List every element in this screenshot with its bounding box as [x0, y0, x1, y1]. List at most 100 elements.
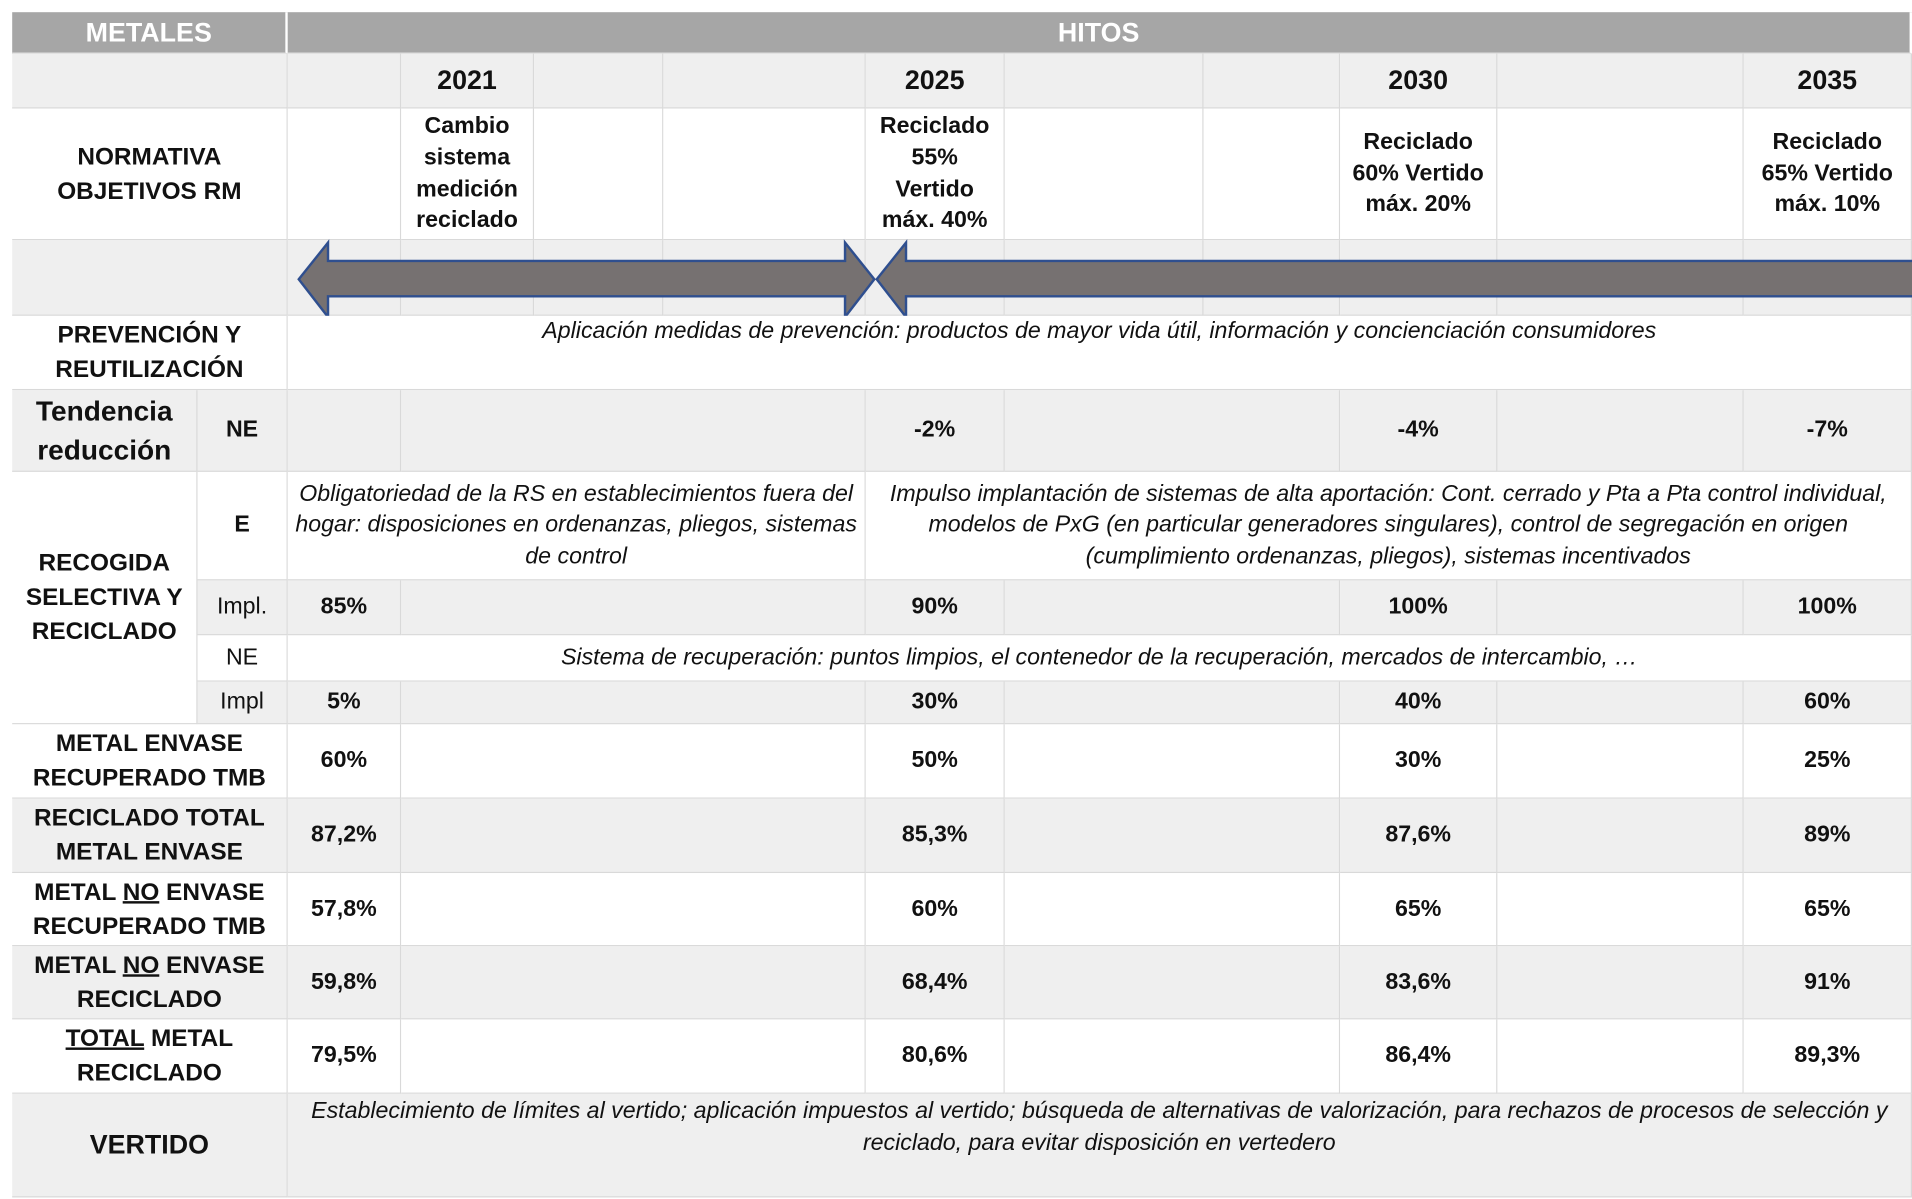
row-label: METAL NO ENVASE RECUPERADO TMB [12, 873, 288, 947]
year: 2025 [865, 53, 1005, 109]
cell [401, 946, 866, 1020]
cell [1004, 390, 1341, 472]
cell [1004, 580, 1341, 636]
value: 50% [865, 724, 1005, 799]
value: 100% [1743, 580, 1912, 636]
cell [1497, 946, 1744, 1020]
cell [401, 580, 866, 636]
cell [1203, 108, 1341, 241]
cell [1497, 390, 1744, 472]
year: 2030 [1340, 53, 1498, 109]
row-label: RECICLADO TOTAL METAL ENVASE [12, 798, 288, 874]
cell [1004, 873, 1341, 947]
header-cell: HITOS [287, 12, 1912, 54]
value: 65% [1743, 873, 1912, 947]
cell [287, 53, 402, 109]
row-label: Tendencia reducción [12, 390, 198, 472]
label-part: METAL [34, 951, 123, 979]
value: 59,8% [287, 946, 402, 1020]
cell [1497, 873, 1744, 947]
value: 85,3% [865, 798, 1005, 874]
cell [401, 681, 866, 725]
value: 5% [287, 681, 402, 725]
cell [287, 390, 402, 472]
milestone: Reciclado 60% Vertido máx. 20% [1340, 108, 1498, 241]
value: 30% [1340, 724, 1498, 799]
year: 2021 [401, 53, 535, 109]
milestone: Reciclado 55% Vertido máx. 40% [865, 108, 1005, 241]
cell [663, 108, 866, 241]
cell [287, 108, 402, 241]
cell [1203, 53, 1341, 109]
cell [1497, 53, 1744, 109]
cell [1004, 946, 1341, 1020]
value: 40% [1340, 681, 1498, 725]
value: 83,6% [1340, 946, 1498, 1020]
value: 65% [1340, 873, 1498, 947]
value: 86,4% [1340, 1019, 1498, 1094]
sub-label: Impl [197, 681, 288, 725]
cell [401, 1019, 866, 1094]
value: 68,4% [865, 946, 1005, 1020]
row-text: Obligatoriedad de la RS en establecimien… [287, 471, 866, 581]
value: 85% [287, 580, 402, 636]
row-label: RECOGIDA SELECTIVA Y RECICLADO [12, 471, 198, 725]
label-part: METAL [34, 878, 123, 906]
label-part: ENVASE RECICLADO [76, 951, 265, 1013]
label-part: NO [122, 878, 160, 906]
label-part: NO [122, 951, 160, 979]
label-part: METAL ENVASE RECUPERADO TMB [32, 730, 266, 792]
value: 60% [1743, 681, 1912, 725]
value: 91% [1743, 946, 1912, 1020]
cell [1497, 580, 1744, 636]
cell [1497, 724, 1744, 799]
row-label: METAL NO ENVASE RECICLADO [12, 946, 288, 1020]
cell [401, 724, 866, 799]
milestone: Cambio sistema medición reciclado [401, 108, 535, 241]
row-label: TOTAL METAL RECICLADO [12, 1019, 288, 1094]
row-label: METAL ENVASE RECUPERADO TMB [12, 724, 288, 799]
value: -7% [1743, 390, 1912, 472]
cell [12, 240, 288, 316]
value: 25% [1743, 724, 1912, 799]
sub-label: NE [197, 390, 288, 472]
cell [1004, 681, 1341, 725]
label-part: METAL RECICLADO [76, 1025, 234, 1087]
sub-label: E [197, 471, 288, 581]
value: 60% [865, 873, 1005, 947]
value: 80,6% [865, 1019, 1005, 1094]
arrow [297, 239, 876, 321]
row-label: PREVENCIÓN Y REUTILIZACIÓN [12, 315, 288, 391]
label-part: TOTAL [65, 1025, 145, 1053]
value: 30% [865, 681, 1005, 725]
row-label: NORMATIVA OBJETIVOS RM [12, 108, 288, 241]
cell [1004, 53, 1204, 109]
sub-label: Impl. [197, 580, 288, 636]
row-label: VERTIDO [12, 1093, 288, 1198]
cell [1004, 1019, 1341, 1094]
value: 87,2% [287, 798, 402, 874]
cell [401, 873, 866, 947]
value: 90% [865, 580, 1005, 636]
label-part: RECICLADO TOTAL METAL ENVASE [33, 804, 265, 866]
cell [1497, 1019, 1744, 1094]
value: 87,6% [1340, 798, 1498, 874]
row-text: Aplicación medidas de prevención: produc… [287, 315, 1912, 391]
value: 89% [1743, 798, 1912, 874]
label-part: ENVASE RECUPERADO TMB [32, 878, 266, 940]
value: 60% [287, 724, 402, 799]
cell [401, 390, 866, 472]
milestone: Reciclado 65% Vertido máx. 10% [1743, 108, 1912, 241]
cell [1004, 724, 1341, 799]
cell [12, 53, 288, 109]
cell [534, 108, 664, 241]
value: -2% [865, 390, 1005, 472]
value: 57,8% [287, 873, 402, 947]
sub-label: NE [197, 635, 288, 682]
cell [1497, 108, 1744, 241]
value: 100% [1340, 580, 1498, 636]
cell [1497, 681, 1744, 725]
row-text: Sistema de recuperación: puntos limpios,… [287, 635, 1912, 682]
cell [401, 798, 866, 874]
row-text: Impulso implantación de sistemas de alta… [865, 471, 1912, 581]
